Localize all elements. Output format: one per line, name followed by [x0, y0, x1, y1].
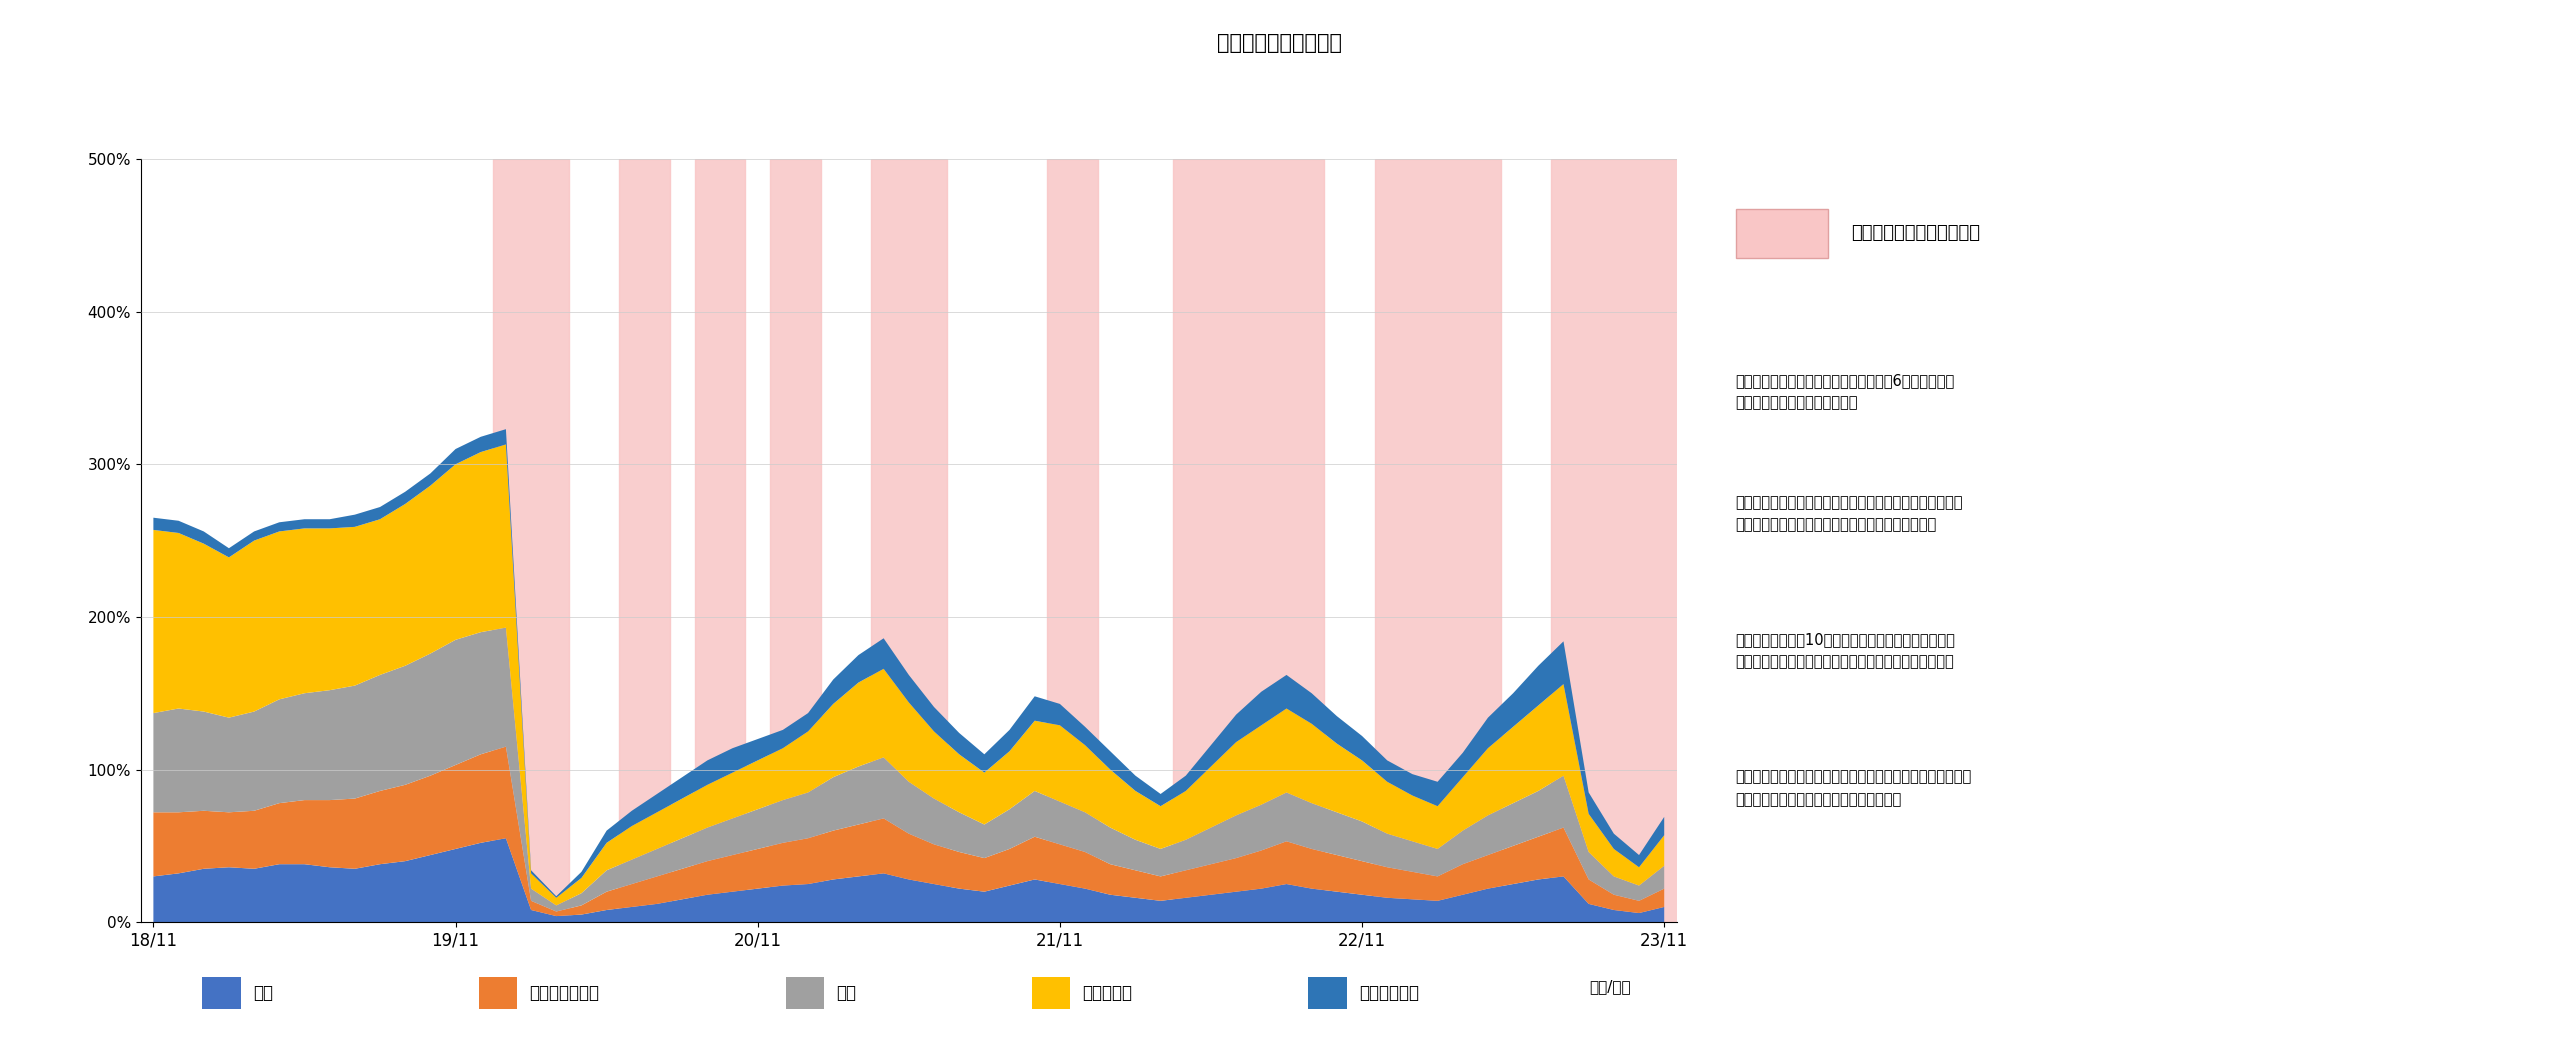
Bar [1551, 159, 1702, 922]
Text: ブレーキ発動タイミング＊: ブレーキ発動タイミング＊ [1851, 225, 1979, 243]
Bar [1375, 159, 1500, 922]
FancyBboxPatch shape [1736, 209, 1828, 259]
Bar [1047, 159, 1098, 922]
Bar [202, 977, 241, 1009]
Text: インフレ連動債: インフレ連動債 [530, 985, 599, 1002]
Text: ・ブレーキの発動タイミングが必ずしもファンドへプラスの
パフォーマンスを与えるとは限りません。: ・ブレーキの発動タイミングが必ずしもファンドへプラスの パフォーマンスを与えると… [1736, 770, 1971, 807]
Text: ＊当月のブレーキ発動状況については、6ページの運用
経過コメントをご覧ください。: ＊当月のブレーキ発動状況については、6ページの運用 経過コメントをご覧ください。 [1736, 373, 1956, 410]
Bar [870, 159, 947, 922]
Bar [1172, 159, 1324, 922]
Bar [786, 977, 824, 1009]
Bar [1032, 977, 1070, 1009]
Bar [494, 159, 568, 922]
Text: （年/月）: （年/月） [1590, 979, 1631, 994]
Text: ・ブレーキ発動タイミングは、月中でブレーキが発動して
いた際に、月単位で発動の有無を開示しています。: ・ブレーキ発動タイミングは、月中でブレーキが発動して いた際に、月単位で発動の有… [1736, 495, 1964, 532]
Text: 株式: 株式 [253, 985, 274, 1002]
Bar [479, 977, 517, 1009]
Bar [694, 159, 745, 922]
Text: 債券・金利: 債券・金利 [1083, 985, 1132, 1002]
Text: セクター別配分の推移: セクター別配分の推移 [1219, 34, 1341, 53]
Text: ・ブレーキ発動は10分毎に株式と債券の価格動向を分
析し、相関が高まり同時に下落する局面で発動します。: ・ブレーキ発動は10分毎に株式と債券の価格動向を分 析し、相関が高まり同時に下落… [1736, 632, 1956, 669]
Bar [1308, 977, 1347, 1009]
Text: 社債: 社債 [837, 985, 858, 1002]
Text: コモディティ: コモディティ [1359, 985, 1418, 1002]
Bar [771, 159, 822, 922]
Bar [620, 159, 671, 922]
